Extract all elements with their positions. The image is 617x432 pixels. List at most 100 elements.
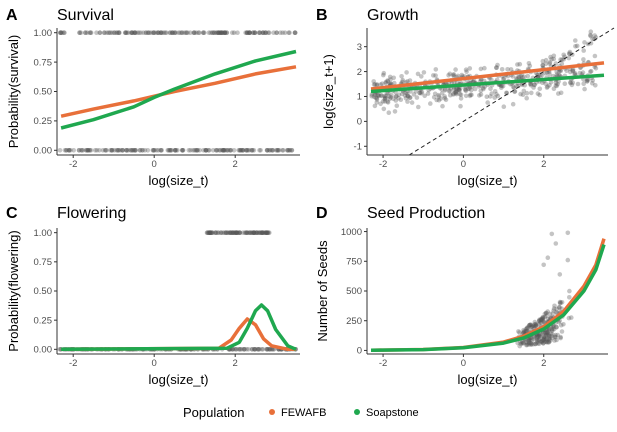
- data-point: [263, 230, 269, 235]
- data-point: [71, 148, 76, 153]
- data-point: [539, 317, 544, 323]
- data-point: [140, 148, 145, 153]
- data-point: [216, 30, 221, 35]
- data-point: [240, 148, 246, 153]
- data-point: [510, 101, 516, 107]
- data-point: [554, 337, 559, 343]
- data-point: [147, 30, 152, 35]
- data-point: [391, 96, 396, 101]
- data-point: [573, 44, 578, 49]
- legend-key-fewafb: [269, 409, 275, 415]
- data-point: [140, 148, 145, 153]
- data-point: [415, 71, 421, 77]
- data-point: [196, 30, 201, 35]
- data-point: [195, 148, 200, 153]
- data-point: [194, 30, 199, 35]
- data-point: [457, 88, 462, 93]
- data-point: [257, 30, 262, 35]
- data-point: [545, 316, 551, 322]
- data-point: [552, 334, 558, 340]
- data-point: [228, 148, 233, 153]
- data-point: [97, 30, 103, 35]
- data-point: [179, 148, 185, 153]
- data-point: [567, 295, 572, 300]
- data-point: [374, 100, 380, 105]
- data-point: [97, 30, 103, 35]
- data-point: [501, 104, 507, 109]
- y-axis-label: Number of Seeds: [315, 240, 330, 342]
- data-point: [436, 92, 441, 98]
- data-point: [220, 30, 225, 35]
- data-point: [388, 77, 393, 82]
- data-point: [215, 148, 220, 153]
- data-point: [222, 30, 227, 35]
- data-point: [538, 317, 544, 322]
- data-point: [144, 30, 149, 35]
- data-point: [542, 311, 548, 317]
- data-point: [251, 230, 256, 235]
- data-point: [250, 30, 256, 35]
- data-point: [257, 230, 263, 235]
- data-point: [243, 148, 249, 153]
- data-point: [224, 30, 229, 35]
- data-point: [550, 311, 556, 316]
- data-point: [451, 91, 456, 96]
- data-point: [570, 80, 575, 85]
- data-point: [533, 322, 539, 328]
- data-point: [554, 83, 560, 89]
- data-point: [289, 148, 295, 153]
- data-point: [120, 148, 125, 153]
- data-point: [556, 79, 561, 84]
- data-point: [292, 30, 298, 35]
- data-point: [108, 148, 113, 153]
- data-point: [230, 230, 235, 235]
- data-point: [202, 30, 207, 35]
- data-point: [235, 230, 240, 235]
- data-point: [546, 339, 552, 345]
- x-tick-label: -2: [69, 159, 77, 170]
- data-point: [118, 148, 123, 153]
- data-point: [379, 81, 385, 86]
- data-point: [151, 30, 157, 35]
- data-point: [528, 340, 533, 346]
- data-point: [442, 87, 448, 92]
- data-point: [537, 333, 542, 339]
- data-point: [177, 30, 183, 35]
- data-point: [238, 148, 244, 153]
- data-point: [540, 63, 545, 68]
- data-point: [205, 230, 210, 235]
- data-point: [534, 337, 540, 343]
- data-point: [549, 327, 555, 332]
- data-point: [203, 148, 209, 153]
- data-point: [547, 326, 552, 332]
- data-point: [254, 230, 260, 235]
- data-point: [265, 230, 270, 235]
- data-point: [442, 96, 448, 101]
- data-point: [588, 32, 593, 38]
- data-point: [374, 95, 380, 101]
- data-point: [146, 30, 151, 35]
- data-point: [543, 81, 548, 87]
- data-point: [128, 148, 133, 153]
- data-point: [104, 30, 110, 35]
- data-point: [132, 148, 138, 153]
- data-point: [551, 53, 557, 59]
- data-point: [544, 70, 550, 75]
- data-point: [465, 86, 471, 92]
- data-point: [265, 148, 270, 153]
- data-point: [551, 56, 557, 62]
- data-point: [213, 230, 218, 235]
- data-point: [546, 334, 552, 339]
- data-point: [219, 30, 224, 35]
- data-point: [223, 230, 228, 235]
- data-point: [230, 30, 235, 35]
- data-point: [142, 148, 148, 153]
- data-point: [531, 323, 536, 329]
- data-point: [456, 87, 462, 93]
- y-tick-label: 250: [346, 316, 362, 327]
- data-point: [494, 65, 499, 70]
- data-point: [378, 93, 384, 98]
- data-point: [540, 340, 546, 346]
- x-tick-label: 0: [152, 358, 157, 369]
- data-point: [156, 30, 161, 35]
